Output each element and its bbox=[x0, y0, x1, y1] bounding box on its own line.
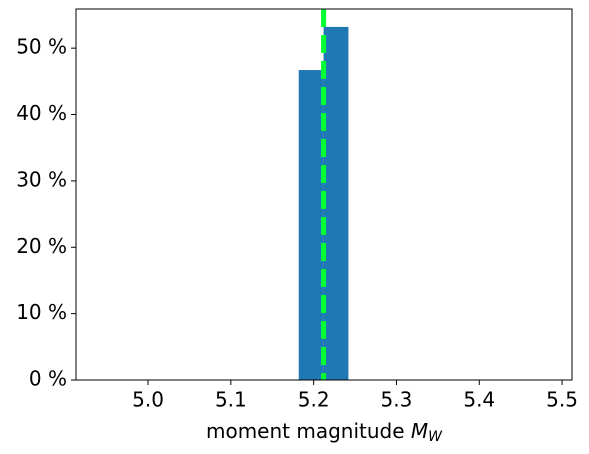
x-axis-label-symbol: M bbox=[411, 419, 428, 443]
x-tick-label: 5.2 bbox=[298, 388, 330, 412]
x-axis-label-subscript: W bbox=[428, 429, 443, 445]
x-tick-label: 5.0 bbox=[132, 388, 164, 412]
x-axis-label-text: moment magnitude bbox=[206, 419, 405, 443]
x-tick-label: 5.3 bbox=[381, 388, 413, 412]
y-tick-label: 50 % bbox=[16, 35, 67, 59]
y-tick-label: 40 % bbox=[16, 101, 67, 125]
y-tick-label: 0 % bbox=[29, 367, 67, 391]
x-axis-label: moment magnitude MW bbox=[206, 419, 443, 446]
x-tick-label: 5.1 bbox=[215, 388, 247, 412]
x-tick-label: 5.4 bbox=[463, 388, 495, 412]
y-tick-label: 20 % bbox=[16, 234, 67, 258]
bar bbox=[298, 70, 324, 381]
bar bbox=[323, 26, 349, 381]
y-tick-label: 10 % bbox=[16, 300, 67, 324]
x-tick-label: 5.5 bbox=[546, 388, 578, 412]
plot-frame bbox=[75, 8, 573, 381]
y-tick-label: 30 % bbox=[16, 167, 67, 191]
